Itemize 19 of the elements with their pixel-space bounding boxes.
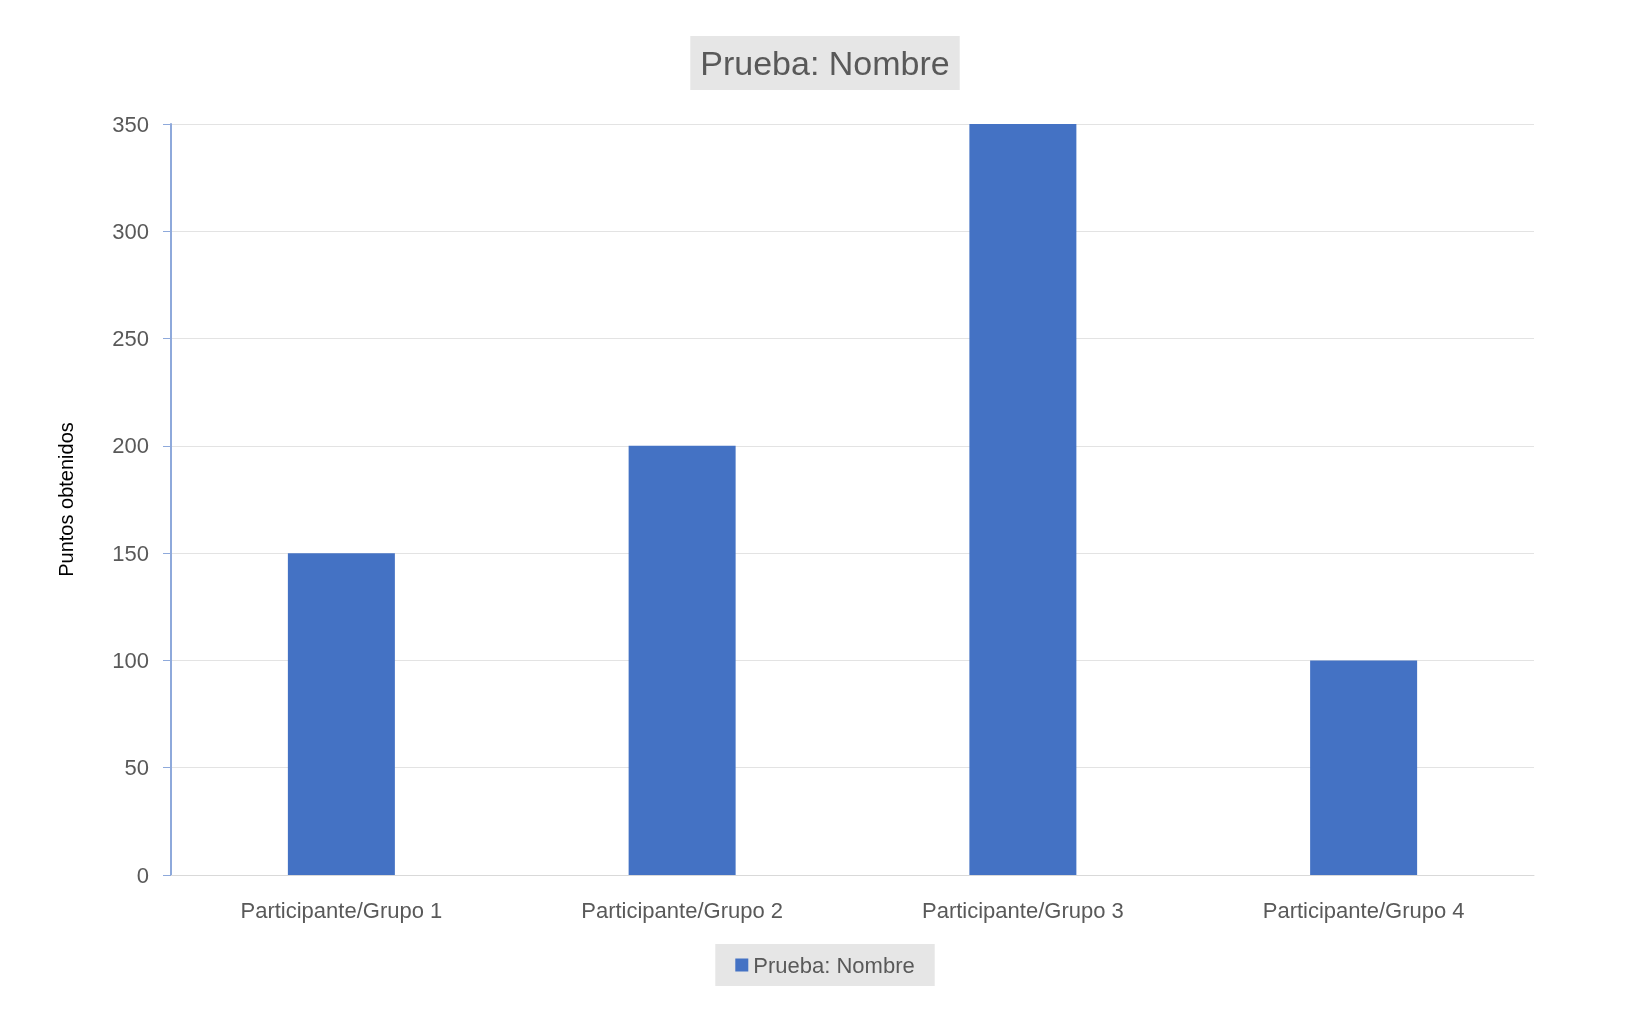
bar [1310,660,1418,875]
y-tick-label: 200 [112,433,149,459]
y-tick-label: 150 [112,540,149,566]
legend-label: Prueba: Nombre [753,952,915,978]
y-axis-title: Puntos obtenidos [55,422,77,577]
bar [628,445,736,875]
y-tick-label: 0 [136,862,149,888]
y-tick-label: 50 [124,755,149,781]
chart-title: Prueba: Nombre [700,44,950,82]
y-tick-label: 100 [112,647,149,673]
x-tick-label: Participante/Grupo 3 [921,897,1124,923]
bar [969,124,1077,875]
x-tick-label: Participante/Grupo 4 [1262,897,1465,923]
x-tick-label: Participante/Grupo 2 [581,897,784,923]
bar [287,553,395,875]
y-tick-label: 250 [112,326,149,352]
y-tick-label: 300 [112,218,149,244]
y-tick-label: 350 [112,111,149,137]
x-tick-label: Participante/Grupo 1 [240,897,443,923]
